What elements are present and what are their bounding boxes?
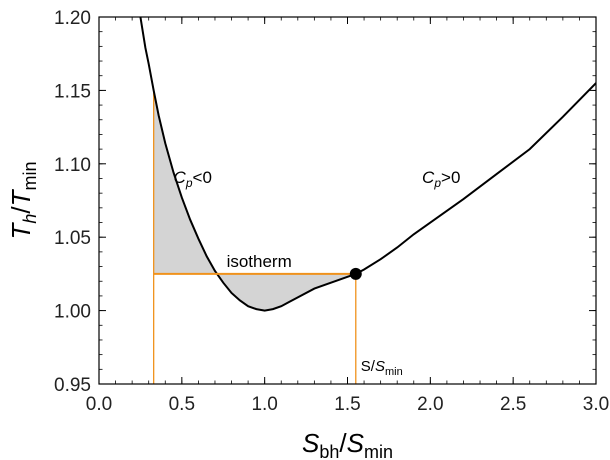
s-over-smin-label: S/Smin — [361, 358, 403, 378]
series-line — [139, 17, 596, 312]
y-tick-label: 1.10 — [54, 155, 91, 176]
isotherm-label: isotherm — [227, 252, 292, 271]
y-tick-label: 1.20 — [54, 8, 91, 29]
y-tick-label: 1.00 — [54, 302, 91, 323]
cp-positive-label: Cp>0 — [422, 168, 460, 190]
x-tick-label: 3.0 — [583, 394, 609, 415]
x-tick-label: 0.0 — [86, 394, 112, 415]
x-tick-label: 1.0 — [251, 394, 277, 415]
y-tick-label: 1.05 — [54, 228, 91, 249]
cp-negative-label: Cp<0 — [174, 168, 212, 190]
x-axis-label: Sbh/Smin — [302, 428, 393, 460]
y-axis-label: Th/Tmin — [6, 161, 40, 239]
y-tick-label: 1.15 — [54, 81, 91, 102]
x-tick-label: 1.5 — [334, 394, 360, 415]
y-tick-label: 0.95 — [54, 375, 91, 396]
shaded-area — [153, 90, 356, 311]
x-tick-label: 2.5 — [500, 394, 526, 415]
critical-point — [349, 267, 362, 280]
x-tick-label: 2.0 — [417, 394, 443, 415]
x-tick-label: 0.5 — [169, 394, 195, 415]
